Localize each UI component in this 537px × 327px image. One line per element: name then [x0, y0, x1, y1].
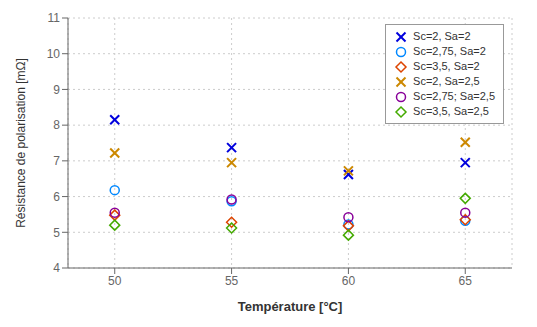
html-text:Sc=2,75; Sa=2,5: Sc=2,75; Sa=2,5 [413, 90, 495, 102]
html-text:Sc=3,5, Sa=2,5: Sc=3,5, Sa=2,5 [413, 105, 489, 117]
svg-text:8: 8 [53, 118, 60, 132]
svg-text:9: 9 [53, 83, 60, 97]
svg-text:65: 65 [459, 274, 473, 288]
svg-text:7: 7 [53, 154, 60, 168]
svg-text:50: 50 [108, 274, 122, 288]
html-text:Sc=2, Sa=2,5: Sc=2, Sa=2,5 [413, 75, 480, 87]
svg-text:55: 55 [225, 274, 239, 288]
svg-text:10: 10 [47, 47, 61, 61]
html-text:Sc=2,75, Sa=2: Sc=2,75, Sa=2 [413, 45, 486, 57]
svg-text:5: 5 [53, 226, 60, 240]
svg-text:Température [°C]: Température [°C] [238, 299, 343, 314]
svg-text:11: 11 [48, 11, 61, 25]
html-text:Sc=2, Sa=2: Sc=2, Sa=2 [413, 30, 471, 42]
svg-text:Résistance de polarisation [mΩ: Résistance de polarisation [mΩ] [14, 58, 28, 228]
html-text:Sc=3,5, Sa=2: Sc=3,5, Sa=2 [413, 60, 480, 72]
svg-text:60: 60 [342, 274, 356, 288]
svg-text:4: 4 [53, 261, 60, 275]
svg-text:6: 6 [53, 190, 60, 204]
